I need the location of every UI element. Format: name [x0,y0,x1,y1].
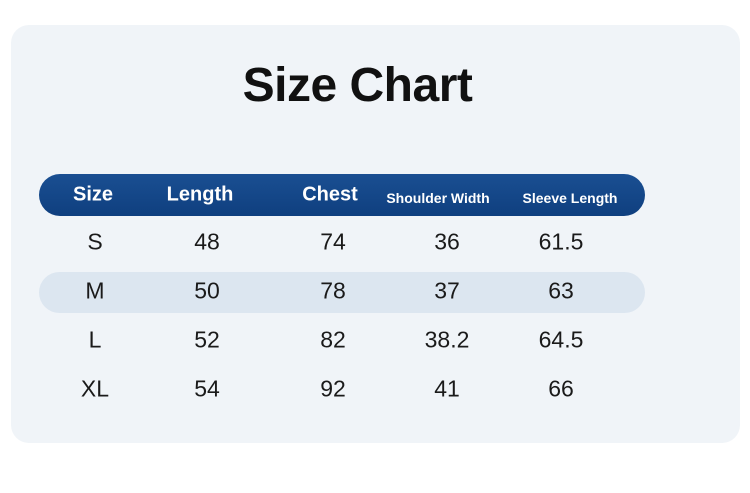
table-cell: 37 [434,277,460,304]
table-header-bar [39,174,645,216]
table-cell: 52 [194,326,220,353]
table-cell: 50 [194,277,220,304]
table-cell: 38.2 [424,326,470,353]
column-header: Size [72,183,114,206]
table-cell: 48 [194,228,220,255]
table-cell: 36 [434,228,460,255]
table-cell: 78 [320,277,346,304]
table-cell: 74 [320,228,346,255]
page-title: Size Chart [242,59,473,112]
column-header: Shoulder Width [386,190,490,206]
table-cell: 63 [548,277,574,304]
row-stripe [39,272,645,313]
column-header: Sleeve Length [522,190,618,206]
column-header: Chest [302,183,358,206]
table-cell: 92 [320,375,346,402]
table-cell: 66 [548,375,574,402]
table-cell: 82 [320,326,346,353]
table-cell: 61.5 [538,228,584,255]
table-cell: 41 [434,375,460,402]
table-cell: L [88,326,102,353]
table-cell: 64.5 [538,326,584,353]
table-cell: 54 [194,375,220,402]
table-cell: XL [80,375,110,402]
table-cell: S [87,228,103,255]
table-cell: M [85,277,105,304]
size-chart-card [11,25,740,443]
column-header: Length [166,183,234,206]
